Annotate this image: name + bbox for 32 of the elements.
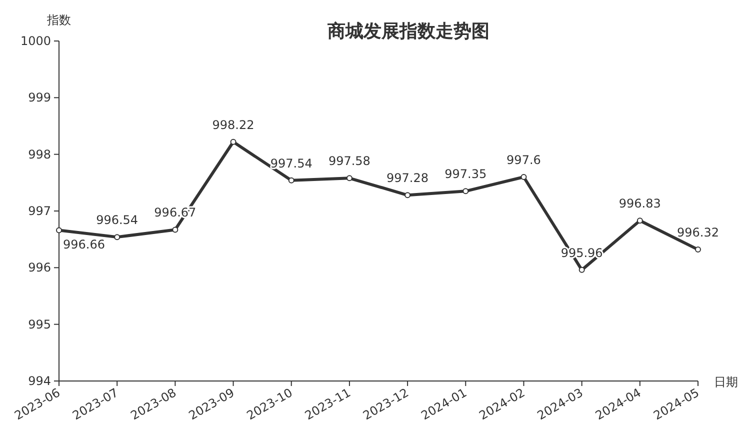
point xyxy=(578,266,585,273)
data-label: 996.54 xyxy=(96,213,138,228)
point xyxy=(56,227,62,234)
point xyxy=(114,234,120,240)
y-tick-label: 1000 xyxy=(20,34,51,48)
data-label: 997.6 xyxy=(506,153,541,167)
point xyxy=(520,174,527,180)
point xyxy=(404,192,411,198)
point xyxy=(172,226,178,233)
y-tick-label: 995 xyxy=(28,317,51,332)
y-tick-label: 998 xyxy=(28,147,51,162)
y-tick-label: 994 xyxy=(28,374,51,388)
point xyxy=(346,175,352,182)
point xyxy=(462,188,469,194)
x-axis-title: 日期 xyxy=(714,375,738,389)
point xyxy=(288,177,294,184)
data-label: 997.58 xyxy=(328,154,370,168)
data-label: 996.83 xyxy=(618,196,661,211)
data-label: 997.28 xyxy=(386,171,429,186)
point xyxy=(636,218,643,224)
data-label: 998.22 xyxy=(212,118,254,132)
chart-title: 商城发展指数走势图 xyxy=(326,21,490,42)
y-tick-label: 999 xyxy=(28,90,51,105)
y-tick-label: 996 xyxy=(28,260,51,275)
y-axis-title: 指数 xyxy=(46,13,71,27)
data-label: 996.32 xyxy=(677,226,719,240)
y-tick-label: 997 xyxy=(28,204,51,218)
point xyxy=(695,246,701,253)
data-label: 997.35 xyxy=(444,167,487,182)
data-label: 997.54 xyxy=(270,156,312,170)
data-label: 996.66 xyxy=(63,237,105,252)
point xyxy=(230,138,236,145)
